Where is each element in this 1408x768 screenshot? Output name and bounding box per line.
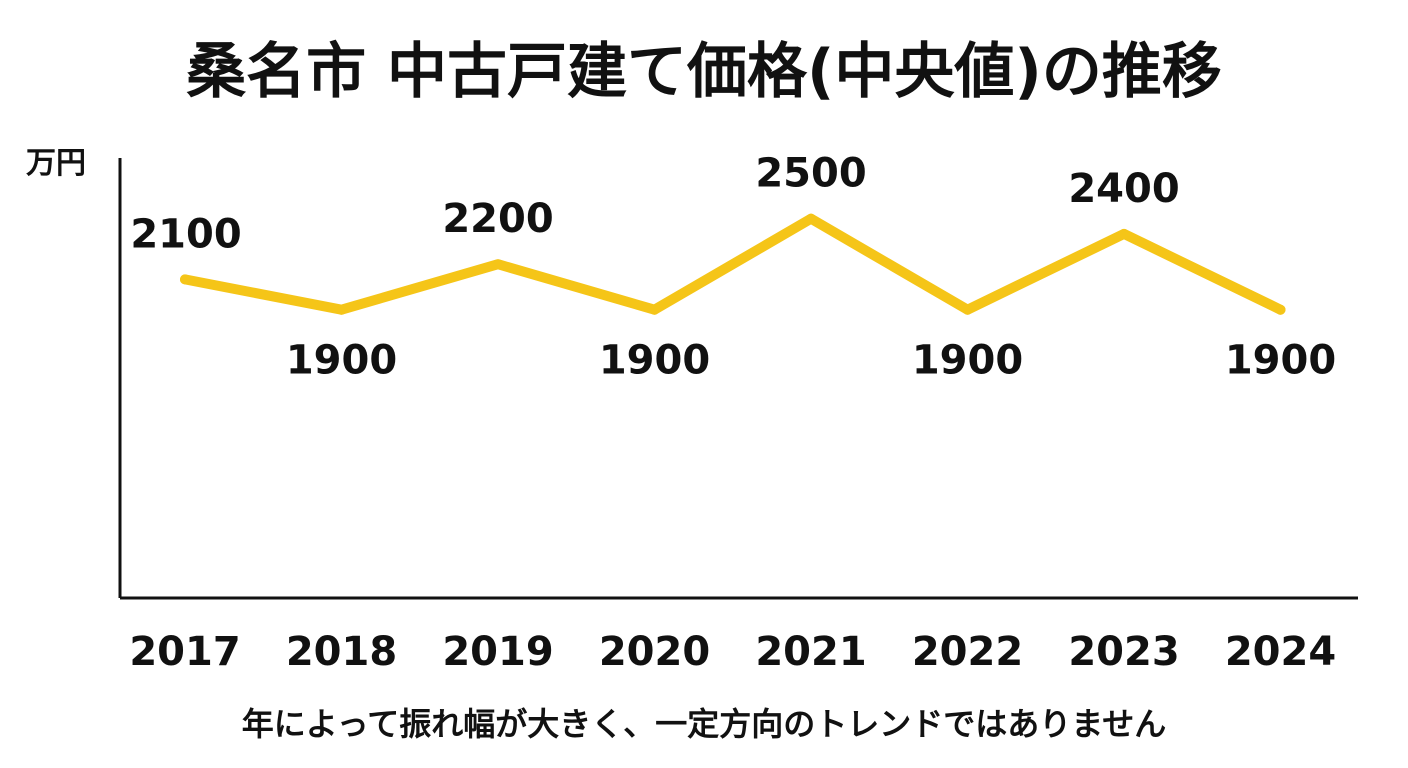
- data-point: [1119, 228, 1129, 239]
- data-label: 2400: [1068, 166, 1179, 212]
- chart-caption: 年によって振れ幅が大きく、一定方向のトレンドではありません: [241, 705, 1167, 743]
- data-point: [649, 304, 660, 315]
- data-point: [493, 259, 503, 270]
- x-tick-label: 2018: [286, 629, 397, 675]
- data-label: 2100: [130, 211, 241, 257]
- data-point: [1275, 304, 1286, 315]
- data-point: [806, 213, 816, 224]
- data-label: 1900: [599, 338, 710, 384]
- x-tick-label: 2021: [755, 629, 866, 675]
- data-point: [180, 274, 190, 285]
- x-tick-label: 2019: [442, 629, 553, 675]
- data-label: 2200: [442, 196, 553, 242]
- x-tick-label: 2017: [129, 629, 240, 675]
- y-axis-unit-label: 万円: [26, 146, 86, 181]
- x-tick-label: 2022: [912, 629, 1023, 675]
- data-label: 1900: [286, 338, 397, 384]
- data-point: [336, 304, 347, 315]
- series-line: [180, 213, 1286, 315]
- x-tick-label: 2020: [599, 629, 710, 675]
- data-label: 2500: [755, 151, 866, 197]
- data-label: 1900: [912, 338, 1023, 384]
- chart-title: 桑名市 中古戸建て価格(中央値)の推移: [186, 37, 1222, 107]
- data-point: [962, 304, 973, 315]
- x-tick-label: 2024: [1225, 629, 1336, 675]
- x-tick-label: 2023: [1068, 629, 1179, 675]
- data-label: 1900: [1225, 338, 1336, 384]
